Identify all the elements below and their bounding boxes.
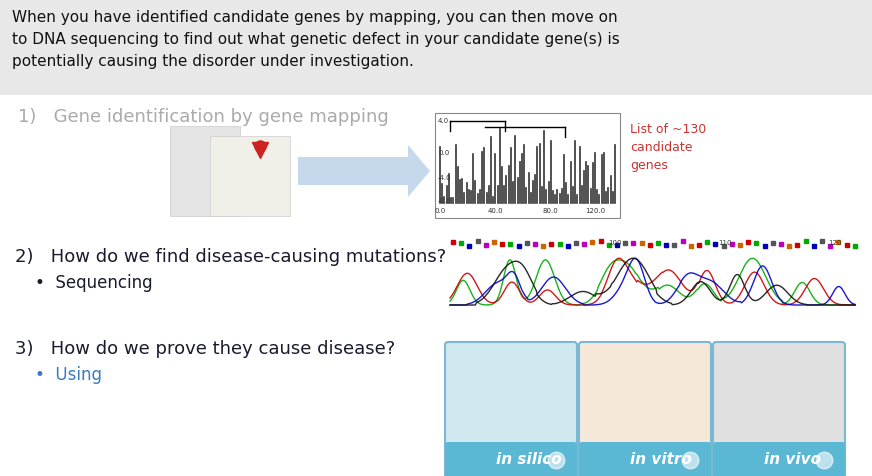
Text: •  Using: • Using	[35, 366, 107, 384]
FancyBboxPatch shape	[713, 342, 845, 476]
FancyBboxPatch shape	[445, 342, 577, 476]
Text: in vitro: in vitro	[630, 453, 691, 467]
Text: in silico,: in silico,	[505, 366, 572, 384]
Text: 0.0: 0.0	[438, 150, 449, 156]
Text: 80.0: 80.0	[542, 208, 558, 214]
Text: -4.0: -4.0	[438, 175, 452, 181]
FancyBboxPatch shape	[713, 442, 845, 476]
Bar	[0, 0, 872, 95]
FancyBboxPatch shape	[582, 445, 708, 475]
Text: When you have identified candidate genes by mapping, you can then move on
to DNA: When you have identified candidate genes…	[12, 10, 620, 69]
FancyBboxPatch shape	[579, 342, 711, 476]
Text: 120.0: 120.0	[585, 208, 605, 214]
Text: in vivo: in vivo	[764, 453, 821, 467]
Text: in silico: in silico	[496, 453, 562, 467]
FancyBboxPatch shape	[579, 442, 711, 476]
Text: 4.0: 4.0	[438, 118, 449, 124]
Text: 100: 100	[609, 240, 622, 246]
Text: 2)   How do we find disease-causing mutations?: 2) How do we find disease-causing mutati…	[15, 248, 446, 266]
Text: 3)   How do we prove they cause disease?: 3) How do we prove they cause disease?	[15, 340, 395, 358]
Bar	[210, 136, 290, 216]
Text: •  Sequencing: • Sequencing	[35, 274, 153, 292]
Text: 1)   Gene identification by gene mapping: 1) Gene identification by gene mapping	[18, 108, 389, 126]
Text: 40.0: 40.0	[487, 208, 503, 214]
Bar	[298, 157, 408, 185]
Text: 110: 110	[719, 240, 732, 246]
FancyBboxPatch shape	[716, 445, 842, 475]
Text: 120: 120	[828, 240, 841, 246]
Bar	[170, 126, 240, 216]
Polygon shape	[408, 145, 430, 197]
Text: -8.0: -8.0	[438, 198, 452, 204]
FancyBboxPatch shape	[448, 445, 574, 475]
Bar	[445, 238, 860, 313]
Text: 0.0: 0.0	[434, 208, 446, 214]
FancyBboxPatch shape	[445, 442, 577, 476]
Text: List of ~130
candidate
genes: List of ~130 candidate genes	[630, 123, 706, 172]
Bar	[0, 95, 872, 476]
Bar	[435, 113, 620, 218]
